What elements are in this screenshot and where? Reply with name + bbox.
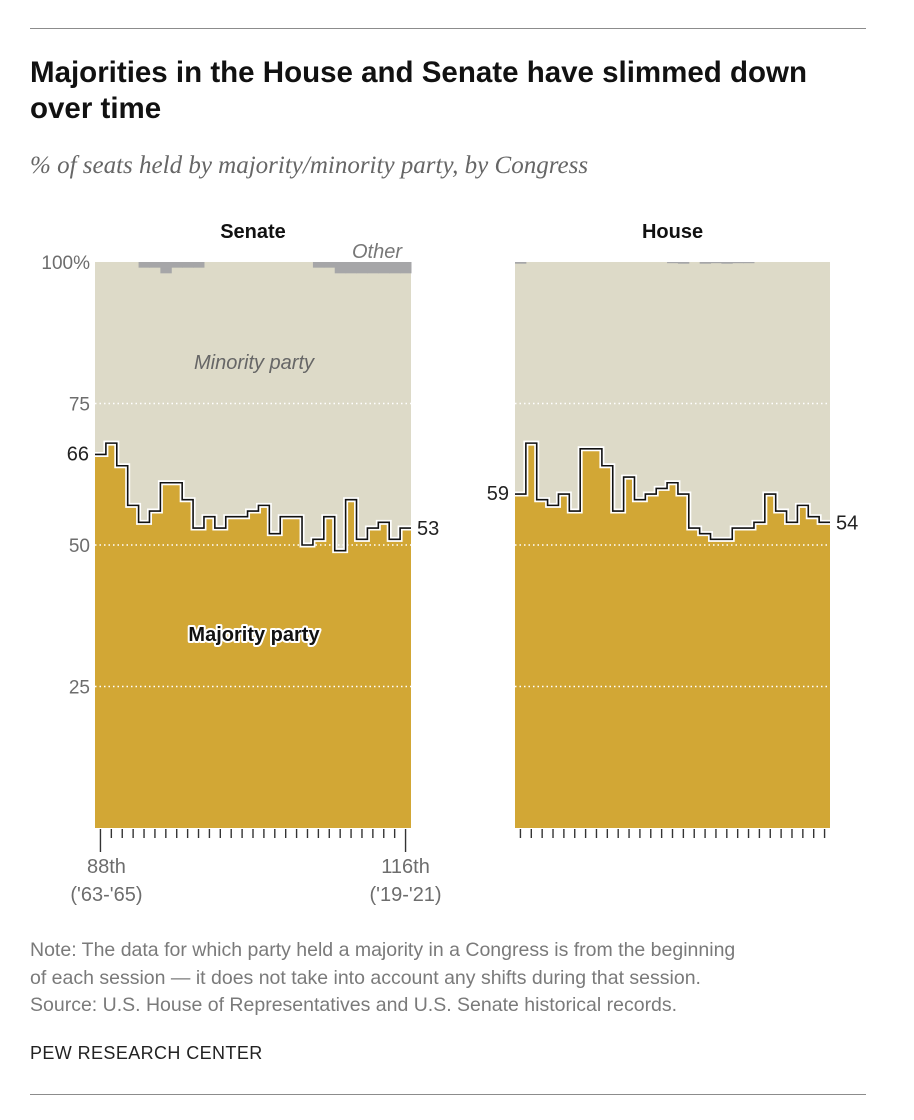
start-value-label: 59 (487, 483, 509, 505)
other-bar (699, 262, 712, 264)
source-line: Source: U.S. House of Representatives an… (30, 994, 678, 1016)
first-tick-years: ('63-'65) (70, 884, 142, 906)
other-bar (721, 262, 733, 264)
other-bar (160, 262, 172, 274)
note-line: of each session — it does not take into … (30, 966, 701, 989)
brand-name: PEW RESEARCH CENTER (30, 1043, 263, 1063)
other-bar (677, 262, 690, 264)
other-bar (334, 262, 347, 274)
other-bar (515, 262, 527, 264)
start-value-label: 66 (67, 443, 89, 465)
other-bar (138, 262, 150, 268)
other-bar (171, 262, 183, 268)
first-tick-label: 88th (87, 856, 126, 878)
other-label: Other (352, 241, 403, 263)
other-bar (193, 262, 205, 268)
other-bar (182, 262, 194, 268)
top-rule (30, 28, 866, 29)
chart-subtitle: % of seats held by majority/minority par… (30, 152, 589, 179)
chart-title: Majorities in the House and Senate have … (30, 56, 808, 125)
senate-panel (95, 262, 412, 852)
other-bar (710, 262, 722, 264)
other-bar (400, 262, 412, 274)
panel-title: Senate (220, 221, 286, 243)
last-tick-years: ('19-'21) (369, 884, 441, 906)
bottom-rule (30, 1094, 866, 1095)
other-bar (345, 262, 358, 274)
minority-label: Minority party (194, 352, 315, 374)
note-line: Note: The data for which party held a ma… (30, 939, 736, 961)
end-value-label: 54 (836, 512, 858, 534)
y-tick-label: 25 (69, 678, 90, 699)
majority-area (515, 443, 830, 828)
last-tick-label: 116th (381, 856, 430, 878)
other-bar (667, 262, 679, 264)
other-bar (149, 262, 161, 268)
other-bar (389, 262, 401, 274)
panel-title: House (642, 221, 703, 243)
other-bar (356, 262, 368, 274)
other-bar (743, 262, 755, 264)
house-panel (515, 262, 830, 838)
other-bar (367, 262, 379, 274)
y-tick-label: 100% (41, 253, 90, 274)
majority-line (95, 442, 411, 552)
majority-label: Majority party (188, 624, 320, 646)
note-block: Note: The data for which party held a ma… (30, 937, 880, 1020)
charts-area: Senate 66 53 House 59 54 25 50 75 100% Minority pa… (41, 221, 858, 906)
majority-line (515, 442, 830, 541)
y-tick-label: 75 (69, 395, 90, 416)
other-bar (732, 262, 744, 264)
majority-area (95, 443, 411, 828)
y-tick-label: 50 (69, 536, 90, 557)
other-bar (323, 262, 336, 268)
other-bar (378, 262, 390, 274)
other-bar (312, 262, 325, 268)
end-value-label: 53 (417, 518, 439, 540)
